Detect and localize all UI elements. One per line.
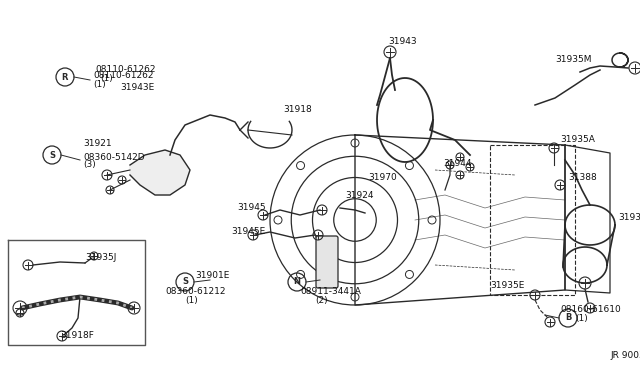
Text: 31924: 31924 [345,190,374,199]
Text: 31943: 31943 [388,38,417,46]
Text: 08911-3441A: 08911-3441A [300,288,361,296]
Text: 31901E: 31901E [195,270,229,279]
Text: 08110-61262: 08110-61262 [93,71,154,80]
Text: 31918: 31918 [283,106,312,115]
Polygon shape [130,150,190,195]
Text: 31970: 31970 [368,173,397,183]
Text: S: S [182,278,188,286]
FancyBboxPatch shape [316,236,338,288]
Text: (2): (2) [315,295,328,305]
Text: S: S [49,151,55,160]
Text: 31918F: 31918F [60,330,94,340]
Text: (1): (1) [93,80,106,89]
Text: (1): (1) [575,314,588,323]
Text: JR 9003: JR 9003 [610,351,640,360]
Text: 31935: 31935 [618,214,640,222]
Text: R: R [61,73,68,81]
Text: 08360-5142D: 08360-5142D [83,153,145,161]
Text: (1): (1) [185,295,198,305]
Text: 31943E: 31943E [120,83,154,93]
Text: N: N [294,278,301,286]
Text: 31921: 31921 [83,138,111,148]
Text: 08360-61212: 08360-61212 [165,288,225,296]
Text: B: B [565,314,571,323]
Text: 31944: 31944 [443,158,472,167]
Text: 31935J: 31935J [85,253,116,262]
Text: 08110-61262: 08110-61262 [95,65,156,74]
Text: 31945E: 31945E [231,228,265,237]
Text: 31388: 31388 [568,173,596,183]
Text: (1): (1) [100,74,113,83]
Text: (3): (3) [83,160,96,170]
Text: 31945: 31945 [237,202,266,212]
Text: 31935E: 31935E [490,280,524,289]
Text: 31935A: 31935A [560,135,595,144]
Text: 08160-61610: 08160-61610 [560,305,621,314]
Text: 31935M: 31935M [555,55,591,64]
